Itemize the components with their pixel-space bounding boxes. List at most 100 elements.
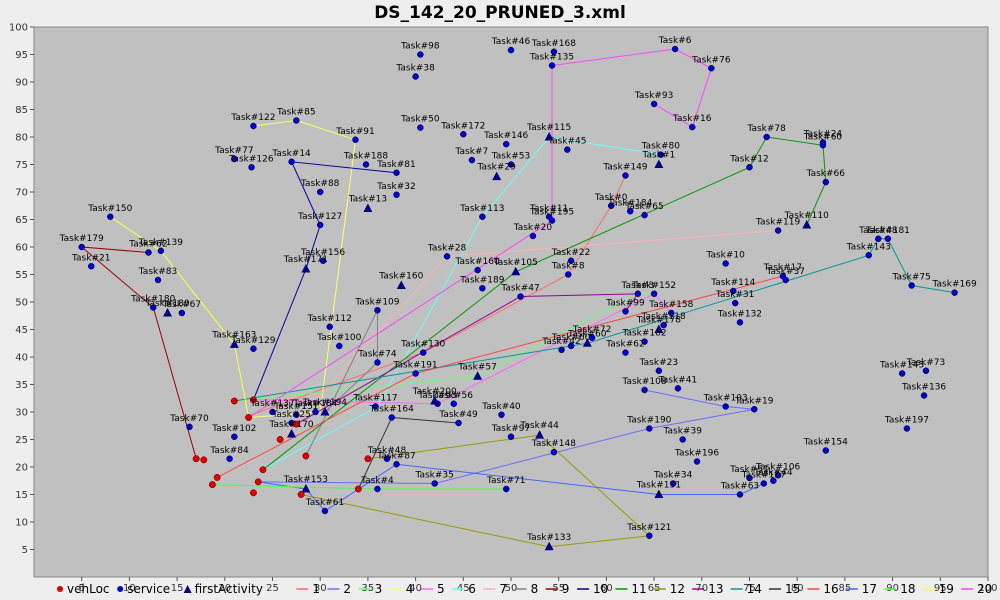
service-point	[674, 385, 682, 392]
service-label: Task#39	[663, 427, 703, 437]
service-point	[250, 122, 257, 130]
first-activity-marker	[320, 407, 330, 416]
first-activity-marker	[396, 280, 406, 289]
service-point	[822, 178, 830, 186]
legend: vehLoc service firstActivity 1 2 3 4 5 6 7 8 9 10 11 1…	[57, 582, 992, 596]
first-activity-marker	[473, 371, 483, 380]
service-label: Task#49	[438, 410, 478, 420]
service-point	[502, 140, 510, 148]
service-point	[186, 423, 193, 431]
service-point	[226, 455, 233, 462]
service-point	[708, 65, 715, 72]
vehicle-location-point	[302, 452, 310, 460]
vehicle-location-point	[354, 485, 362, 493]
x-tick-label: 30	[314, 583, 327, 594]
service-label: Task#28	[427, 243, 467, 253]
first-activity-label: Task#115	[526, 123, 571, 133]
service-label: Task#99	[605, 298, 645, 308]
service-point	[393, 461, 400, 468]
points	[78, 45, 958, 551]
service-point	[922, 367, 930, 374]
y-tick-label: 75	[15, 160, 28, 171]
service-point	[78, 243, 85, 251]
first-activity-label: Task#194	[302, 398, 347, 408]
service-point	[374, 359, 381, 366]
service-label: Task#122	[230, 113, 275, 123]
service-label: Task#109	[354, 297, 399, 307]
vehicle-location-point	[200, 456, 208, 464]
y-tick-label: 60	[15, 243, 28, 254]
service-point	[269, 408, 276, 416]
service-point	[157, 247, 165, 255]
service-point	[326, 323, 333, 330]
service-point	[655, 367, 663, 374]
service-label: Task#196	[674, 449, 719, 459]
first-activity-label: Task#110	[784, 211, 829, 221]
service-label: Task#19	[734, 396, 774, 406]
y-tick-label: 25	[15, 435, 28, 446]
service-label: Task#6	[658, 36, 692, 46]
service-label: Task#66	[806, 169, 846, 179]
first-activity-marker	[802, 220, 812, 229]
service-label: Task#61	[305, 498, 344, 508]
service-point	[388, 414, 395, 421]
first-activity-label: Task#105	[493, 258, 538, 268]
y-tick-label: 70	[15, 188, 28, 199]
service-label: Task#8	[551, 262, 585, 272]
service-label: Task#191	[393, 361, 438, 371]
service-label: Task#53	[491, 152, 530, 162]
service-point	[336, 342, 343, 350]
service-label: Task#145	[879, 361, 924, 371]
first-activity-marker	[654, 489, 664, 498]
vehicle-location-point	[292, 420, 300, 428]
service-point	[668, 309, 675, 317]
service-label: Task#78	[746, 124, 786, 134]
service-point	[550, 448, 558, 456]
x-tick-label: 20	[218, 583, 231, 594]
service-point	[567, 342, 575, 350]
y-tick-label: 40	[15, 353, 28, 364]
service-point	[372, 403, 379, 410]
service-point	[231, 155, 238, 163]
legend-label-12: 12	[670, 582, 685, 596]
first-activity-marker	[363, 203, 373, 212]
first-activity-marker	[654, 159, 664, 168]
service-point	[507, 433, 515, 440]
service-label: Task#48	[367, 446, 407, 456]
service-label: Task#97	[491, 424, 530, 434]
service-point	[250, 345, 257, 352]
service-point	[443, 253, 451, 260]
legend-label-13: 13	[708, 582, 723, 596]
service-point	[548, 62, 556, 69]
legend-label-17: 17	[862, 582, 877, 596]
service-label: Task#25	[271, 410, 310, 420]
first-activity-label: Task#200	[412, 387, 457, 397]
first-activity-label: Task#153	[283, 475, 328, 485]
service-point	[154, 276, 162, 284]
service-label: Task#136	[901, 383, 946, 393]
legend-label-11: 11	[631, 582, 646, 596]
service-point	[622, 172, 629, 179]
service-point	[736, 491, 744, 498]
vehicle-location-point	[230, 397, 238, 405]
service-label: Task#73	[906, 358, 945, 368]
first-activity-label: Task#60	[567, 329, 607, 339]
y-tick-label: 50	[15, 298, 28, 309]
service-point	[660, 321, 667, 329]
vehicle-location-point	[249, 489, 257, 497]
service-point	[646, 532, 653, 539]
legend-label-16: 16	[823, 582, 838, 596]
service-label: Task#21	[71, 253, 110, 263]
y-tick-label: 85	[15, 105, 28, 116]
service-point	[646, 425, 653, 432]
service-point	[903, 425, 911, 432]
service-label: Task#103	[703, 394, 748, 404]
legend-label-3: 3	[375, 582, 383, 596]
service-point	[87, 263, 95, 270]
first-activity-label: Task#29	[476, 163, 516, 173]
first-activity-label: Task#133	[526, 533, 571, 543]
service-label: Task#91	[335, 127, 374, 137]
service-point	[679, 436, 686, 443]
service-point	[362, 161, 370, 168]
service-label: Task#184	[607, 198, 652, 208]
